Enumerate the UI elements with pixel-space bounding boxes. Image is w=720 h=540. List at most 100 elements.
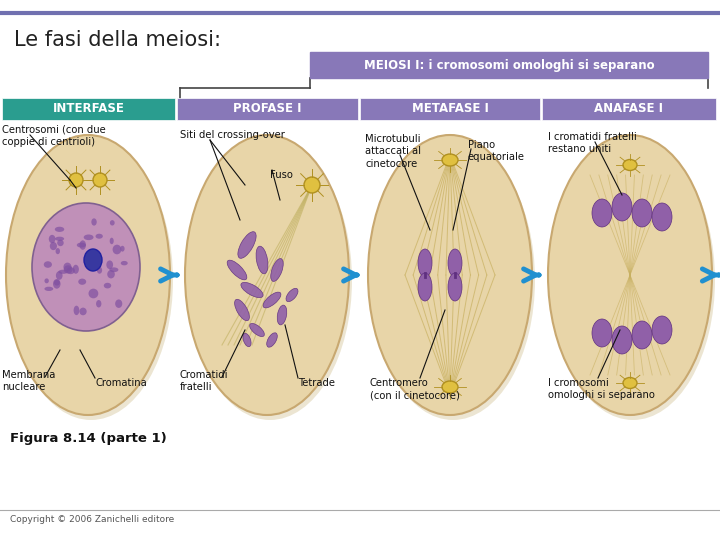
Text: I cromatidi fratelli
restano uniti: I cromatidi fratelli restano uniti (548, 132, 636, 154)
Ellipse shape (448, 273, 462, 301)
Ellipse shape (121, 261, 127, 265)
Ellipse shape (250, 323, 264, 336)
FancyBboxPatch shape (177, 98, 358, 120)
Ellipse shape (89, 289, 99, 298)
Text: PROFASE I: PROFASE I (233, 103, 302, 116)
Ellipse shape (442, 154, 458, 166)
Ellipse shape (109, 238, 114, 244)
Text: Cromatina: Cromatina (95, 378, 147, 388)
Ellipse shape (104, 283, 111, 288)
Ellipse shape (84, 249, 102, 271)
FancyBboxPatch shape (542, 98, 716, 120)
Ellipse shape (442, 381, 458, 393)
Ellipse shape (56, 271, 63, 280)
Ellipse shape (57, 240, 63, 246)
Ellipse shape (54, 280, 60, 286)
Text: Tetrade: Tetrade (298, 378, 335, 388)
Ellipse shape (266, 333, 277, 347)
Text: Siti del crossing-over: Siti del crossing-over (180, 130, 285, 140)
Ellipse shape (623, 377, 637, 388)
Ellipse shape (188, 140, 352, 420)
Ellipse shape (94, 262, 100, 267)
Ellipse shape (368, 135, 532, 415)
Ellipse shape (185, 135, 349, 415)
Ellipse shape (592, 199, 612, 227)
Ellipse shape (53, 279, 60, 289)
FancyBboxPatch shape (360, 98, 540, 120)
FancyBboxPatch shape (310, 52, 708, 78)
Ellipse shape (263, 292, 281, 308)
Ellipse shape (64, 265, 73, 274)
Ellipse shape (55, 237, 64, 241)
Ellipse shape (73, 306, 79, 315)
Ellipse shape (55, 227, 64, 232)
Text: Centrosomi (con due
coppie di centrioli): Centrosomi (con due coppie di centrioli) (2, 125, 106, 147)
Ellipse shape (32, 203, 140, 331)
Ellipse shape (49, 235, 55, 243)
Ellipse shape (592, 319, 612, 347)
Text: Centromero
(con il cinetocore): Centromero (con il cinetocore) (370, 378, 460, 400)
Text: Piano
equatoriale: Piano equatoriale (468, 140, 525, 163)
Ellipse shape (652, 203, 672, 231)
Ellipse shape (44, 261, 52, 268)
Text: I cromosomi
omologhi si separano: I cromosomi omologhi si separano (548, 378, 655, 400)
FancyBboxPatch shape (2, 98, 175, 120)
Ellipse shape (97, 267, 102, 274)
Ellipse shape (120, 246, 125, 252)
Ellipse shape (79, 308, 86, 315)
Ellipse shape (286, 288, 298, 302)
Ellipse shape (6, 135, 170, 415)
Text: Membrana
nucleare: Membrana nucleare (2, 370, 55, 393)
Ellipse shape (277, 305, 287, 325)
Ellipse shape (58, 269, 68, 274)
Ellipse shape (91, 218, 96, 226)
Ellipse shape (238, 232, 256, 258)
Ellipse shape (107, 270, 114, 279)
Ellipse shape (110, 220, 114, 226)
Ellipse shape (371, 140, 535, 420)
Text: MEIOSI I: i cromosomi omologhi si separano: MEIOSI I: i cromosomi omologhi si separa… (364, 58, 654, 71)
Ellipse shape (93, 173, 107, 187)
Ellipse shape (77, 242, 86, 247)
Ellipse shape (227, 260, 247, 280)
Ellipse shape (9, 140, 173, 420)
Ellipse shape (66, 267, 75, 274)
Ellipse shape (45, 287, 53, 291)
Ellipse shape (418, 249, 432, 277)
Text: Cromatidi
fratelli: Cromatidi fratelli (180, 370, 228, 393)
Ellipse shape (623, 159, 637, 171)
Ellipse shape (96, 234, 103, 239)
Ellipse shape (448, 249, 462, 277)
Ellipse shape (69, 173, 83, 187)
Ellipse shape (84, 234, 94, 240)
Ellipse shape (109, 267, 118, 272)
Ellipse shape (235, 299, 249, 321)
Ellipse shape (78, 279, 86, 285)
Text: Le fasi della meiosi:: Le fasi della meiosi: (14, 30, 221, 50)
Ellipse shape (243, 333, 251, 347)
Ellipse shape (304, 177, 320, 193)
Ellipse shape (50, 242, 57, 250)
Ellipse shape (418, 273, 432, 301)
Ellipse shape (271, 259, 283, 281)
Ellipse shape (63, 262, 71, 272)
Text: Figura 8.14 (parte 1): Figura 8.14 (parte 1) (10, 432, 167, 445)
Ellipse shape (241, 282, 263, 298)
Ellipse shape (632, 321, 652, 349)
Text: Microtubuli
attaccati al
cinetocore: Microtubuli attaccati al cinetocore (365, 134, 421, 169)
Text: Copyright © 2006 Zanichelli editore: Copyright © 2006 Zanichelli editore (10, 515, 174, 524)
Ellipse shape (652, 316, 672, 344)
Ellipse shape (612, 193, 632, 221)
Ellipse shape (107, 260, 113, 269)
Ellipse shape (96, 300, 102, 307)
Ellipse shape (632, 199, 652, 227)
Text: METAFASE I: METAFASE I (412, 103, 488, 116)
Ellipse shape (551, 140, 715, 420)
Ellipse shape (112, 245, 122, 254)
Ellipse shape (548, 135, 712, 415)
Text: INTERFASE: INTERFASE (53, 103, 125, 116)
Ellipse shape (55, 248, 60, 254)
Ellipse shape (73, 265, 79, 274)
Text: Fuso: Fuso (270, 170, 293, 180)
Ellipse shape (79, 240, 86, 250)
